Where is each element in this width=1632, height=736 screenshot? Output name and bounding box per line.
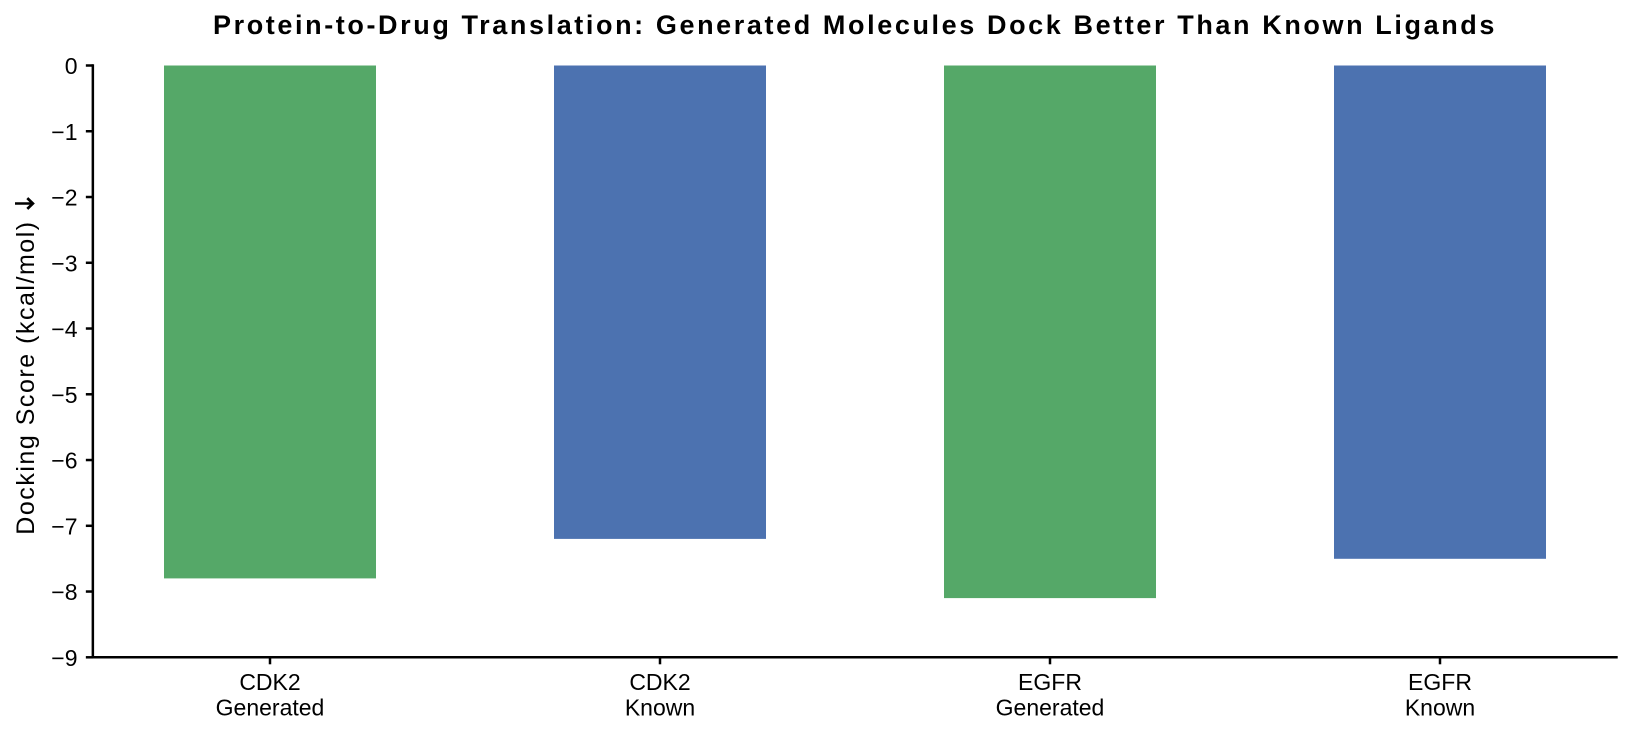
svg-text:EGFR: EGFR <box>1408 669 1472 695</box>
svg-text:0: 0 <box>65 53 78 79</box>
svg-text:Docking Score (kcal/mol): Docking Score (kcal/mol) <box>12 220 40 534</box>
svg-text:EGFR: EGFR <box>1018 669 1082 695</box>
svg-text:Known: Known <box>625 695 695 721</box>
svg-text:CDK2: CDK2 <box>629 669 690 695</box>
svg-text:−9: −9 <box>51 645 77 671</box>
svg-text:−8: −8 <box>51 579 77 605</box>
svg-text:Generated: Generated <box>216 695 325 721</box>
svg-text:Protein-to-Drug Translation: G: Protein-to-Drug Translation: Generated M… <box>213 10 1497 40</box>
svg-text:−3: −3 <box>51 251 77 277</box>
svg-text:−1: −1 <box>51 119 77 145</box>
svg-text:Generated: Generated <box>996 695 1105 721</box>
svg-text:−5: −5 <box>51 382 77 408</box>
svg-text:−4: −4 <box>51 316 77 342</box>
svg-text:−7: −7 <box>51 514 77 540</box>
svg-text:Known: Known <box>1405 695 1475 721</box>
svg-text:−6: −6 <box>51 448 77 474</box>
svg-text:−2: −2 <box>51 185 77 211</box>
svg-text:CDK2: CDK2 <box>239 669 300 695</box>
